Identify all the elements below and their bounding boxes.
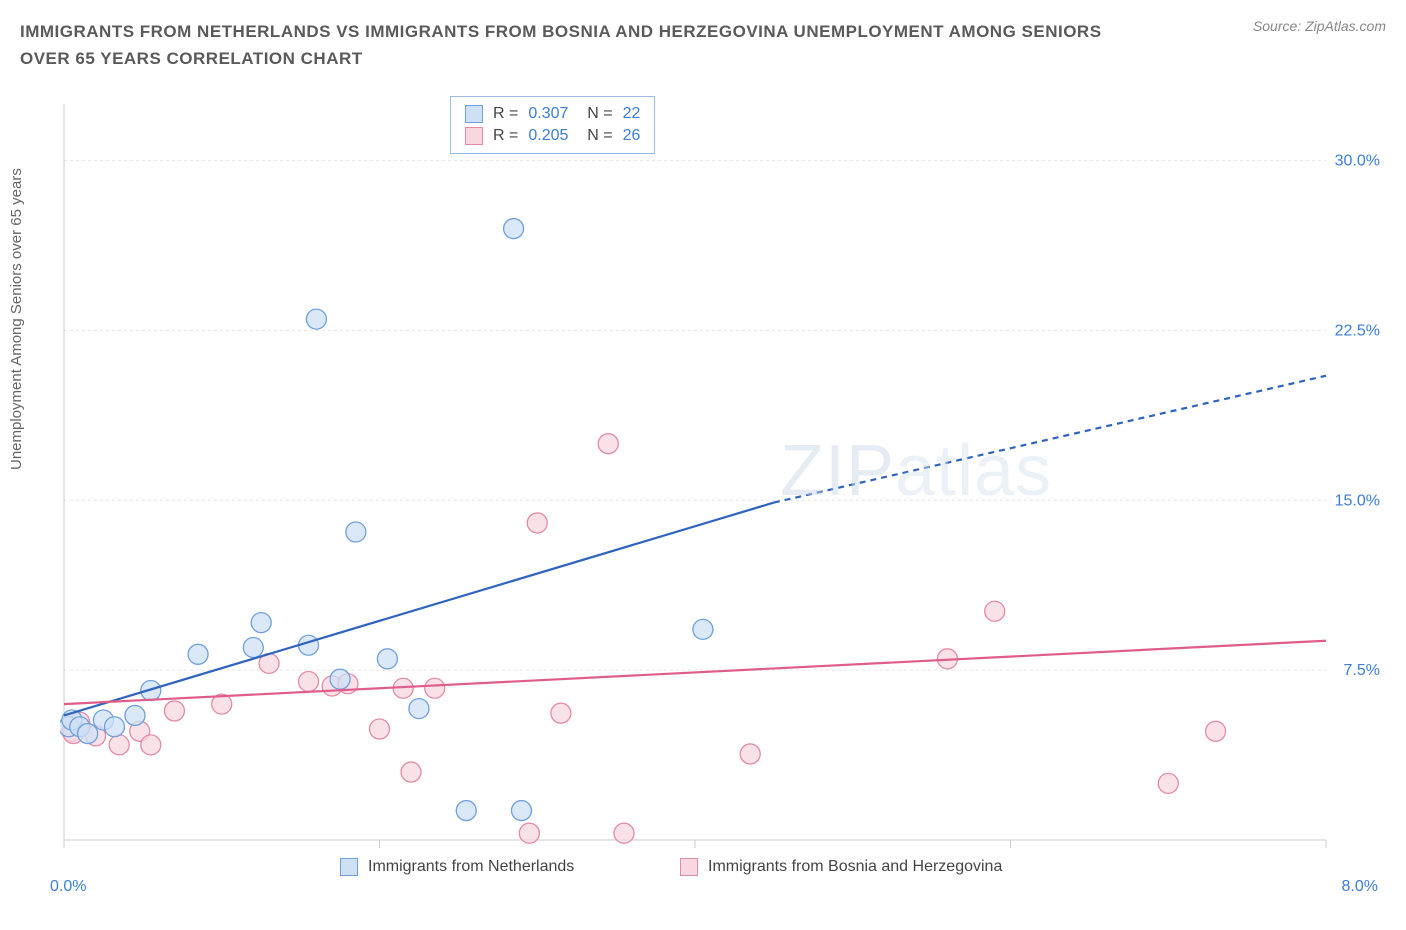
series-name: Immigrants from Netherlands	[368, 858, 574, 876]
n-value: 22	[623, 105, 641, 123]
n-label: N =	[578, 105, 612, 123]
x-axis-max: 8.0%	[1342, 878, 1378, 896]
svg-text:22.5%: 22.5%	[1335, 322, 1380, 339]
source-label: Source: ZipAtlas.com	[1253, 18, 1386, 34]
scatter-plot: 7.5% 15.0% 22.5% 30.0%	[60, 100, 1386, 880]
stats-legend-row: R = 0.205 N = 26	[465, 125, 640, 147]
svg-text:7.5%: 7.5%	[1344, 662, 1380, 679]
legend-swatch	[465, 105, 483, 123]
r-label: R =	[493, 127, 518, 145]
header: IMMIGRANTS FROM NETHERLANDS VS IMMIGRANT…	[0, 0, 1406, 80]
r-value: 0.205	[528, 127, 568, 145]
n-value: 26	[623, 127, 641, 145]
series-legend-2: Immigrants from Bosnia and Herzegovina	[680, 858, 1002, 876]
series-legend-1: Immigrants from Netherlands	[340, 858, 574, 876]
stats-legend-row: R = 0.307 N = 22	[465, 103, 640, 125]
legend-swatch	[465, 127, 483, 145]
legend-swatch	[340, 858, 358, 876]
stats-legend: R = 0.307 N = 22R = 0.205 N = 26	[450, 96, 655, 154]
r-value: 0.307	[528, 105, 568, 123]
chart-title: IMMIGRANTS FROM NETHERLANDS VS IMMIGRANT…	[20, 18, 1120, 72]
legend-swatch	[680, 858, 698, 876]
r-label: R =	[493, 105, 518, 123]
y-axis-label: Unemployment Among Seniors over 65 years	[8, 168, 25, 470]
series-name: Immigrants from Bosnia and Herzegovina	[708, 858, 1002, 876]
chart-area: 7.5%15.0%22.5%30.0% ZIPatlas R = 0.307 N…	[60, 100, 1386, 880]
x-axis-min: 0.0%	[50, 878, 86, 896]
n-label: N =	[578, 127, 612, 145]
svg-text:30.0%: 30.0%	[1335, 153, 1380, 170]
svg-text:15.0%: 15.0%	[1335, 492, 1380, 509]
